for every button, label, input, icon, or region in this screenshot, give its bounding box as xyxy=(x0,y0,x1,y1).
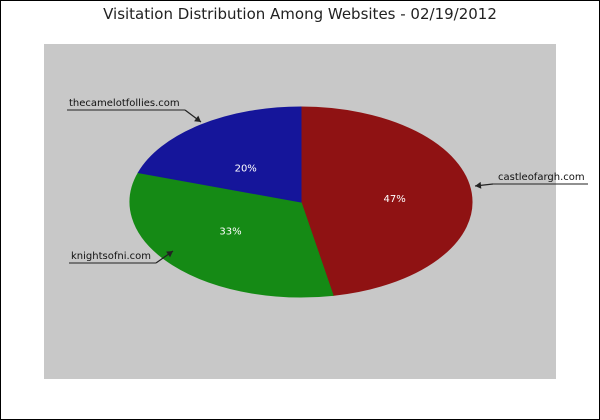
callouts-group: castleofargh.com knightsofni.com thecamelo… xyxy=(67,98,588,264)
slice-percent-label: 20% xyxy=(235,163,257,174)
callout-arrowhead xyxy=(194,115,201,122)
slice-percent-label: 47% xyxy=(383,194,405,205)
callout-label-castleofargh-com: castleofargh.com xyxy=(498,172,585,183)
callout-label-thecamelotfollies-com: thecamelotfollies.com xyxy=(69,98,180,109)
slice-percent-label: 33% xyxy=(219,226,241,237)
pie-slice-castleofargh-com xyxy=(300,106,473,296)
callout-arrowhead xyxy=(475,181,482,189)
callout-label-knightsofni-com: knightsofni.com xyxy=(71,251,151,262)
callout-arrowhead xyxy=(166,251,173,258)
chart-title: Visitation Distribution Among Websites -… xyxy=(103,5,497,23)
pie-slice-thecamelotfollies-com xyxy=(137,106,302,203)
slices-group: 47% 33% 20% xyxy=(129,106,473,298)
pie-slice-knightsofni-com xyxy=(129,172,334,298)
